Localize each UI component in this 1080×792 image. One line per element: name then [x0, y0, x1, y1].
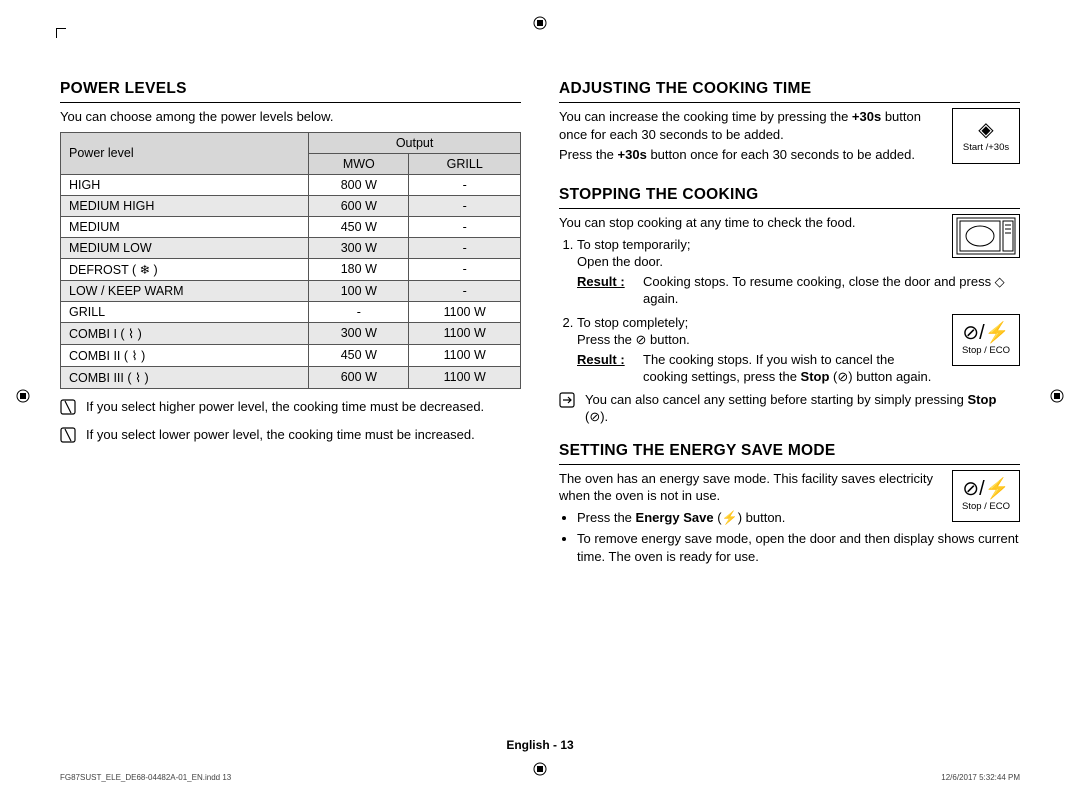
table-row: MEDIUM450 W-	[61, 216, 521, 237]
power-levels-heading: POWER LEVELS	[60, 80, 521, 103]
adjusting-heading: ADJUSTING THE COOKING TIME	[559, 80, 1020, 103]
stop-eco-button-2[interactable]: ⊘/⚡ Stop / ECO	[952, 470, 1020, 522]
stop-eco-icon: ⊘/⚡	[962, 323, 1009, 343]
table-row: LOW / KEEP WARM100 W-	[61, 280, 521, 301]
energy-bullet-2: To remove energy save mode, open the doo…	[577, 530, 1020, 565]
stop-intro: You can stop cooking at any time to chec…	[559, 214, 1020, 232]
start-30s-button[interactable]: ◈ Start /+30s	[952, 108, 1020, 164]
table-row: MEDIUM LOW300 W-	[61, 237, 521, 258]
th-output: Output	[309, 132, 521, 153]
page-footer: English - 13	[0, 738, 1080, 752]
crop-mark-top	[533, 16, 547, 30]
crop-mark-left	[16, 389, 30, 403]
note-higher-power: If you select higher power level, the co…	[60, 399, 521, 420]
th-grill: GRILL	[409, 153, 521, 174]
left-column: POWER LEVELS You can choose among the po…	[60, 80, 521, 569]
result-label: Result :	[577, 273, 633, 308]
result-1-text: Cooking stops. To resume cooking, close …	[643, 273, 1020, 308]
corner-mark	[56, 28, 66, 38]
th-mwo: MWO	[309, 153, 409, 174]
adjust-p1: You can increase the cooking time by pre…	[559, 108, 1020, 143]
result-2-text: The cooking stops. If you wish to cancel…	[643, 351, 942, 386]
table-row: COMBI II ( ⌇ )450 W1100 W	[61, 344, 521, 366]
arrow-note-icon	[559, 392, 577, 426]
result-label: Result :	[577, 351, 633, 386]
footer-filename: FG87SUST_ELE_DE68-04482A-01_EN.indd 13	[60, 773, 231, 782]
th-power-level: Power level	[61, 132, 309, 174]
energy-heading: SETTING THE ENERGY SAVE MODE	[559, 442, 1020, 465]
note-lower-power: If you select lower power level, the coo…	[60, 427, 521, 448]
note-icon	[60, 427, 78, 448]
adjust-p2: Press the +30s button once for each 30 s…	[559, 146, 1020, 164]
power-levels-intro: You can choose among the power levels be…	[60, 108, 521, 126]
stop-eco-button[interactable]: ⊘/⚡ Stop / ECO	[952, 314, 1020, 366]
table-row: HIGH800 W-	[61, 174, 521, 195]
right-column: ADJUSTING THE COOKING TIME ◈ Start /+30s…	[559, 80, 1020, 569]
stop-eco-icon: ⊘/⚡	[962, 479, 1009, 499]
crop-mark-right	[1050, 389, 1064, 403]
table-row: COMBI I ( ⌇ )300 W1100 W	[61, 322, 521, 344]
stop-note: You can also cancel any setting before s…	[559, 392, 1020, 426]
table-row: COMBI III ( ⌇ )600 W1100 W	[61, 366, 521, 388]
note-icon	[60, 399, 78, 420]
energy-intro: The oven has an energy save mode. This f…	[559, 470, 1020, 505]
table-row: MEDIUM HIGH600 W-	[61, 195, 521, 216]
crop-mark-bottom	[533, 762, 547, 776]
table-row: GRILL-1100 W	[61, 301, 521, 322]
table-row: DEFROST ( ❄ )180 W-	[61, 258, 521, 280]
power-levels-table: Power level Output MWO GRILL HIGH800 W-M…	[60, 132, 521, 389]
start-icon: ◈	[978, 120, 993, 140]
stopping-heading: STOPPING THE COOKING	[559, 186, 1020, 209]
microwave-illustration	[952, 214, 1020, 258]
footer-timestamp: 12/6/2017 5:32:44 PM	[941, 773, 1020, 782]
